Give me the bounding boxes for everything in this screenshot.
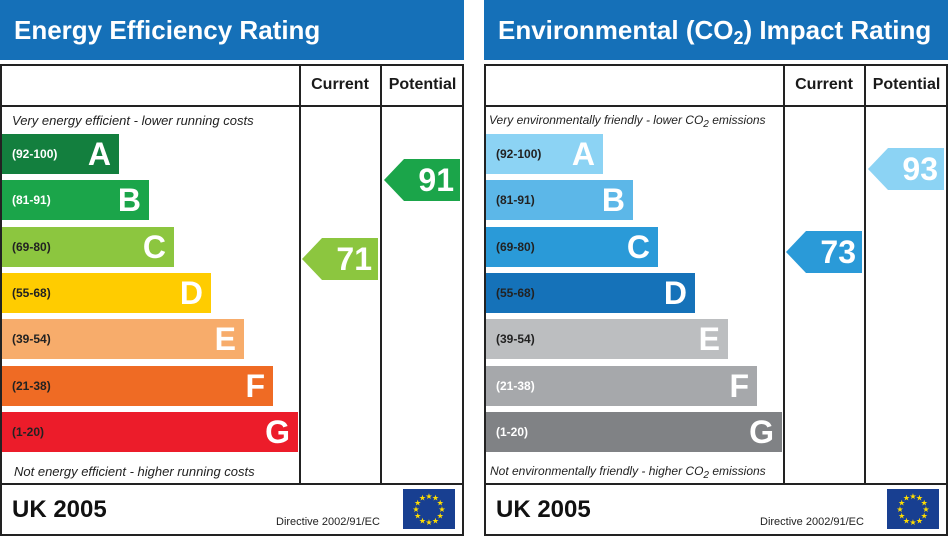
energy-band-range: (21-38) xyxy=(12,378,51,393)
energy-current-rating-arrow: 71 xyxy=(302,238,378,281)
eu-star-icon: ★ xyxy=(425,518,432,527)
eu-star-icon: ★ xyxy=(432,494,439,503)
eu-star-icon: ★ xyxy=(909,518,916,527)
eu-star-icon: ★ xyxy=(414,512,421,521)
environmental-band-letter: B xyxy=(601,182,625,219)
energy-band-letter: D xyxy=(179,274,203,311)
energy-band-c: (69-80) C xyxy=(2,226,174,267)
environmental-band-range: (69-80) xyxy=(496,239,535,254)
energy-panel-title: Energy Efficiency Rating xyxy=(0,0,464,60)
energy-band-g: (1-20) G xyxy=(2,411,298,452)
eu-star-icon: ★ xyxy=(916,494,923,503)
eu-star-icon: ★ xyxy=(896,505,903,514)
environmental-potential-header: Potential xyxy=(872,76,941,93)
eu-star-icon: ★ xyxy=(921,499,928,508)
energy-band-range: (39-54) xyxy=(12,332,51,347)
environmental-band-c: (69-80) C xyxy=(486,226,658,267)
eu-star-icon: ★ xyxy=(425,492,432,501)
energy-band-range: (55-68) xyxy=(12,285,51,300)
energy-current-header: Current xyxy=(311,76,369,93)
eu-star-icon: ★ xyxy=(432,516,439,525)
energy-band-range: (1-20) xyxy=(12,424,45,439)
energy-band-b: (81-91) B xyxy=(2,180,149,221)
environmental-current-header: Current xyxy=(795,76,853,93)
environmental-band-range: (55-68) xyxy=(496,285,535,300)
environmental-panel-title: Environmental (CO2) Impact Rating xyxy=(484,0,948,60)
eu-star-icon: ★ xyxy=(903,494,910,503)
eu-star-icon: ★ xyxy=(922,505,929,514)
eu-star-icon: ★ xyxy=(412,505,419,514)
energy-band-range: (81-91) xyxy=(12,193,51,208)
energy-band-range: (92-100) xyxy=(12,147,58,161)
energy-band-letter: E xyxy=(214,321,236,358)
energy-footer-directive: Directive 2002/91/EC xyxy=(276,516,380,528)
environmental-band-d: (55-68) D xyxy=(486,272,695,313)
environmental-band-letter: F xyxy=(729,367,749,404)
environmental-band-range: (21-38) xyxy=(496,378,535,393)
eu-star-icon: ★ xyxy=(898,512,905,521)
energy-potential-rating-arrow: 91 xyxy=(384,159,460,202)
energy-band-letter: F xyxy=(245,367,265,404)
environmental-band-letter: D xyxy=(663,274,687,311)
environmental-footer-directive: Directive 2002/91/EC xyxy=(760,516,864,528)
energy-top-note: Very energy efficient - lower running co… xyxy=(12,113,254,128)
energy-band-letter: A xyxy=(87,136,111,172)
energy-band-letter: C xyxy=(142,228,166,265)
eu-star-icon: ★ xyxy=(419,494,426,503)
environmental-band-e: (39-54) E xyxy=(486,319,728,360)
environmental-current-rating-arrow: 73 xyxy=(786,231,862,274)
energy-rating-chart: Current Potential Very energy efficient … xyxy=(0,64,464,536)
environmental-band-range: (1-20) xyxy=(496,424,529,439)
environmental-band-letter: G xyxy=(749,413,774,450)
environmental-impact-panel: Environmental (CO2) Impact Rating Curren… xyxy=(484,0,948,536)
environmental-band-b: (81-91) B xyxy=(486,180,633,221)
environmental-band-g: (1-20) G xyxy=(486,411,782,452)
environmental-band-range: (81-91) xyxy=(496,193,535,208)
eu-star-icon: ★ xyxy=(414,499,421,508)
eu-star-icon: ★ xyxy=(437,512,444,521)
environmental-band-range: (39-54) xyxy=(496,332,535,347)
energy-band-e: (39-54) E xyxy=(2,319,244,360)
energy-bottom-note: Not energy efficient - higher running co… xyxy=(14,464,255,479)
energy-band-letter: B xyxy=(117,182,141,219)
environmental-current-rating-value: 73 xyxy=(820,234,856,271)
eu-star-icon: ★ xyxy=(898,499,905,508)
eu-star-icon: ★ xyxy=(419,516,426,525)
environmental-band-range: (92-100) xyxy=(496,147,542,161)
energy-band-letter: G xyxy=(265,413,290,450)
eu-flag-icon: ★ ★ ★ ★ ★ ★ ★ ★ ★ ★ ★ ★ xyxy=(887,489,939,529)
energy-band-a: (92-100) A xyxy=(2,134,119,174)
environmental-footer-country: UK 2005 xyxy=(496,496,591,523)
energy-band-d: (55-68) D xyxy=(2,272,211,313)
eu-star-icon: ★ xyxy=(916,516,923,525)
eu-star-icon: ★ xyxy=(438,505,445,514)
environmental-potential-rating-value: 93 xyxy=(902,151,938,187)
energy-potential-rating-value: 91 xyxy=(418,162,454,199)
environmental-band-a: (92-100) A xyxy=(486,134,603,174)
environmental-top-note: Very environmentally friendly - lower CO… xyxy=(489,113,766,130)
environmental-grid-lines xyxy=(484,64,948,536)
energy-efficiency-panel: Energy Efficiency Rating Current Potenti… xyxy=(0,0,464,536)
environmental-band-letter: C xyxy=(626,228,650,265)
energy-current-rating-value: 71 xyxy=(336,241,372,278)
eu-star-icon: ★ xyxy=(437,499,444,508)
environmental-potential-rating-arrow: 93 xyxy=(868,148,944,190)
eu-star-icon: ★ xyxy=(921,512,928,521)
eu-flag-icon: ★ ★ ★ ★ ★ ★ ★ ★ ★ ★ ★ ★ xyxy=(403,489,455,529)
environmental-band-letter: E xyxy=(698,321,720,358)
eu-star-icon: ★ xyxy=(903,516,910,525)
energy-potential-header: Potential xyxy=(388,76,457,93)
environmental-band-letter: A xyxy=(571,136,595,172)
environmental-bottom-note: Not environmentally friendly - higher CO… xyxy=(490,464,766,481)
energy-band-range: (69-80) xyxy=(12,239,51,254)
energy-band-f: (21-38) F xyxy=(2,365,273,406)
energy-grid-lines xyxy=(0,64,464,536)
environmental-band-f: (21-38) F xyxy=(486,365,757,406)
energy-footer-country: UK 2005 xyxy=(12,496,107,523)
environmental-rating-chart: Current Potential Very environmentally f… xyxy=(484,64,948,536)
eu-star-icon: ★ xyxy=(909,492,916,501)
